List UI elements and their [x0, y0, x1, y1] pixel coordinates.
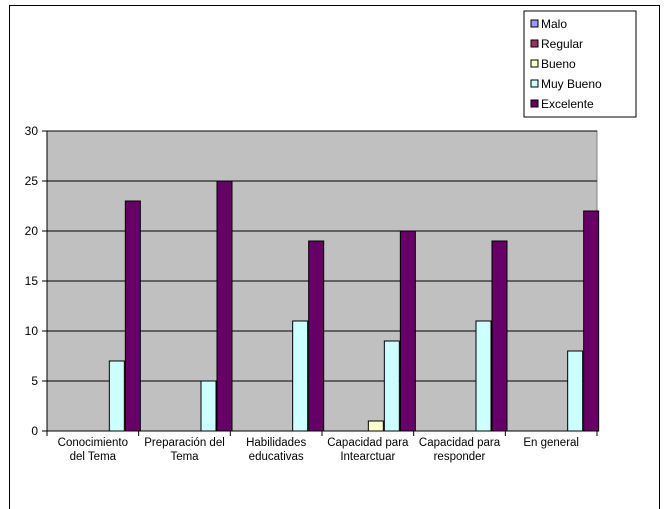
- bar: [200, 380, 217, 432]
- x-tick-label: Tema: [170, 451, 199, 463]
- y-axis: 0 5 10 15 20 25 30: [25, 124, 48, 438]
- bar: [367, 420, 384, 432]
- x-axis: Conocimiento del Tema Preparación del Tema H…: [46, 430, 598, 463]
- legend: Malo Regular Bueno Muy Bueno Excelente: [523, 10, 637, 118]
- y-tick-label: 0: [31, 424, 38, 438]
- x-tick-label: En general: [523, 437, 579, 449]
- legend-label: Muy Bueno: [541, 77, 602, 91]
- bar: [124, 200, 141, 432]
- x-tick-label: del Tema: [70, 451, 117, 463]
- y-tick-label: 30: [25, 124, 39, 138]
- bar: [583, 210, 600, 432]
- y-tick-label: 5: [31, 374, 38, 388]
- x-tick-label: Capacidad para: [327, 437, 409, 449]
- y-tick-label: 15: [25, 274, 39, 288]
- bar: [216, 180, 233, 432]
- x-tick-label: Habilidades: [246, 437, 306, 449]
- bar: [475, 320, 492, 432]
- x-tick-label: responder: [434, 451, 486, 463]
- x-tick-label: Preparación del: [144, 437, 225, 449]
- y-tick-label: 20: [25, 224, 39, 238]
- bar: [308, 240, 325, 432]
- bar: [108, 360, 125, 432]
- bar: [399, 230, 416, 432]
- legend-swatch: [530, 19, 539, 28]
- legend-label: Malo: [541, 17, 567, 31]
- legend-label: Excelente: [541, 97, 594, 111]
- legend-swatch: [530, 99, 539, 108]
- bar: [292, 320, 309, 432]
- legend-box: [523, 10, 637, 118]
- x-tick-label: Capacidad para: [419, 437, 501, 449]
- legend-swatch: [530, 79, 539, 88]
- x-tick-label: educativas: [249, 451, 304, 463]
- bar: [491, 240, 508, 432]
- legend-label: Bueno: [541, 57, 576, 71]
- x-tick-label: Intearctuar: [340, 451, 395, 463]
- bar: [383, 340, 400, 432]
- y-tick-label: 10: [25, 324, 39, 338]
- legend-swatch: [530, 39, 539, 48]
- legend-label: Regular: [541, 37, 583, 51]
- x-tick-label: Conocimiento: [58, 437, 128, 449]
- legend-swatch: [530, 59, 539, 68]
- bar: [567, 350, 584, 432]
- y-tick-label: 25: [25, 174, 39, 188]
- bars: [108, 180, 600, 432]
